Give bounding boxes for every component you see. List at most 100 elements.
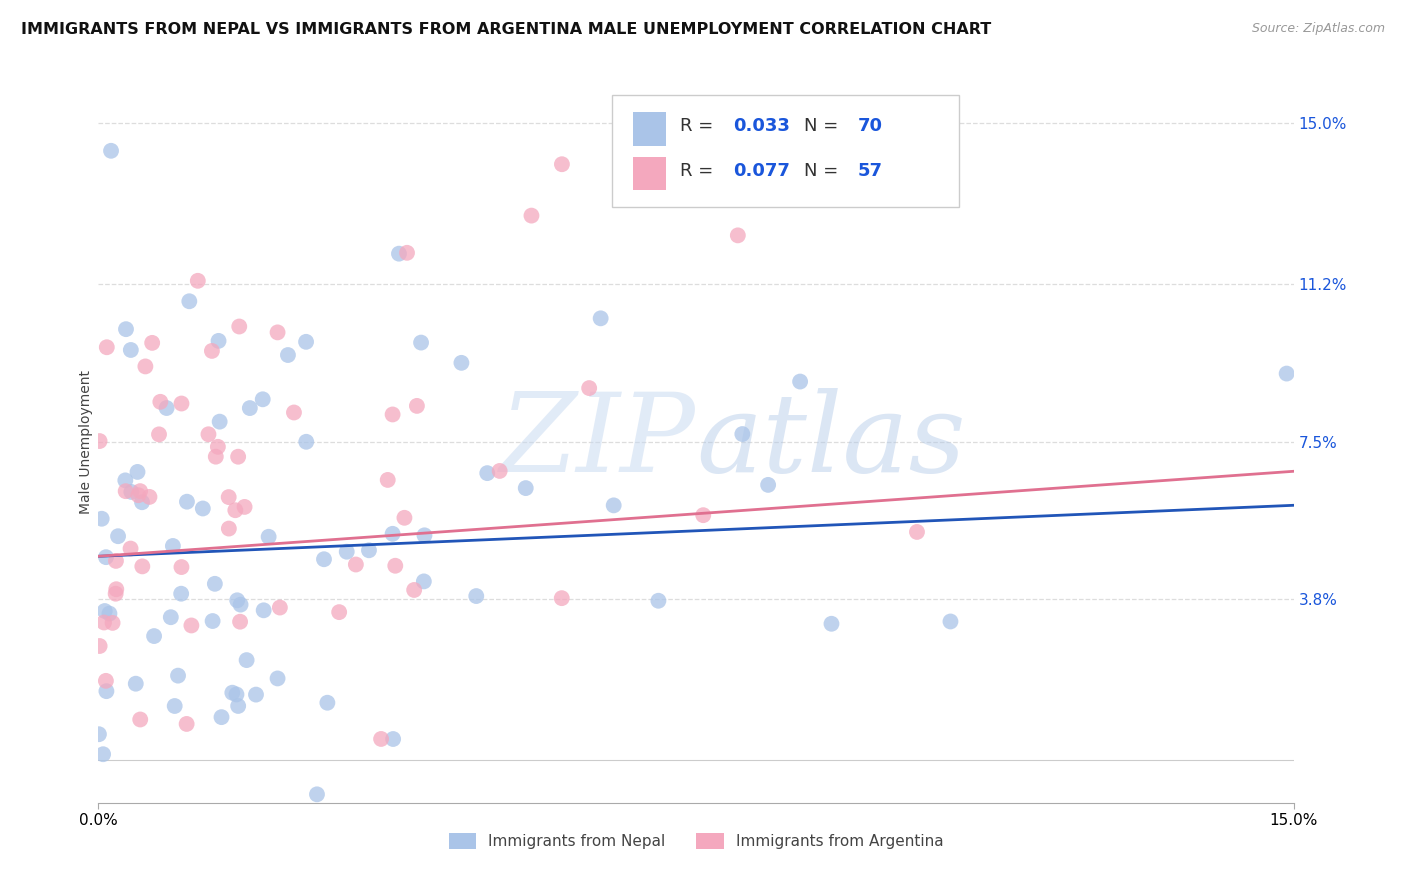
Text: 0.033: 0.033: [733, 117, 790, 135]
Text: ZIP: ZIP: [501, 388, 696, 495]
Point: [226, 593, 249, 607]
Point: [328, 605, 350, 619]
Point: [115, 322, 138, 336]
Point: [252, 392, 274, 407]
Point: [104, 587, 127, 601]
Point: [87, 727, 110, 741]
Point: [409, 335, 432, 350]
Point: [207, 440, 229, 454]
Point: [357, 543, 380, 558]
Legend: Immigrants from Nepal, Immigrants from Argentina: Immigrants from Nepal, Immigrants from A…: [441, 825, 950, 856]
Point: [692, 508, 714, 523]
Point: [176, 717, 198, 731]
Point: [218, 490, 240, 504]
Point: [295, 434, 318, 449]
Point: [176, 494, 198, 508]
Point: [578, 381, 600, 395]
Point: [226, 698, 249, 713]
Point: [939, 615, 962, 629]
Point: [221, 686, 243, 700]
Point: [727, 228, 749, 243]
Point: [104, 554, 127, 568]
Point: [170, 587, 193, 601]
Point: [197, 427, 219, 442]
Point: [277, 348, 299, 362]
Point: [93, 604, 115, 618]
FancyBboxPatch shape: [633, 112, 666, 145]
Point: [131, 495, 153, 509]
Text: R =: R =: [681, 117, 720, 135]
Point: [756, 478, 779, 492]
Point: [98, 607, 121, 621]
Point: [388, 246, 411, 260]
Point: [120, 541, 142, 556]
Point: [1275, 367, 1298, 381]
Point: [90, 512, 112, 526]
Point: [127, 488, 149, 502]
Point: [551, 157, 574, 171]
Point: [141, 335, 163, 350]
Point: [180, 618, 202, 632]
Point: [450, 356, 472, 370]
Point: [229, 615, 252, 629]
Point: [91, 747, 114, 762]
Point: [149, 394, 172, 409]
Point: [316, 696, 339, 710]
Point: [179, 294, 201, 309]
Point: [134, 359, 156, 374]
Point: [207, 334, 229, 348]
Point: [125, 676, 148, 690]
Point: [336, 545, 359, 559]
Point: [269, 600, 291, 615]
Point: [170, 396, 193, 410]
Point: [257, 530, 280, 544]
Point: [235, 653, 257, 667]
Point: [131, 559, 153, 574]
Point: [201, 343, 224, 358]
Point: [731, 427, 754, 442]
Point: [520, 209, 543, 223]
Point: [127, 465, 149, 479]
Point: [477, 466, 499, 480]
Point: [395, 245, 418, 260]
Point: [233, 500, 256, 514]
Point: [551, 591, 574, 606]
Y-axis label: Male Unemployment: Male Unemployment: [79, 369, 93, 514]
FancyBboxPatch shape: [613, 95, 959, 207]
Point: [283, 405, 305, 419]
Point: [107, 529, 129, 543]
Point: [170, 560, 193, 574]
Point: [465, 589, 488, 603]
Point: [159, 610, 181, 624]
Point: [647, 593, 669, 607]
Point: [211, 710, 233, 724]
Point: [239, 401, 262, 415]
Text: R =: R =: [681, 161, 720, 179]
Point: [89, 434, 111, 448]
Point: [266, 326, 288, 340]
Point: [114, 474, 136, 488]
Point: [820, 616, 842, 631]
Point: [905, 524, 928, 539]
Point: [94, 550, 117, 565]
Point: [114, 484, 136, 499]
Point: [377, 473, 399, 487]
Point: [218, 522, 240, 536]
Point: [89, 639, 111, 653]
Point: [413, 528, 436, 542]
Point: [96, 340, 118, 354]
Point: [120, 343, 142, 357]
Point: [105, 582, 128, 597]
Point: [93, 615, 115, 630]
Point: [155, 401, 177, 415]
Text: Source: ZipAtlas.com: Source: ZipAtlas.com: [1251, 22, 1385, 36]
Point: [404, 582, 426, 597]
Point: [228, 319, 250, 334]
Point: [148, 427, 170, 442]
Point: [101, 615, 124, 630]
Point: [370, 731, 392, 746]
Point: [381, 408, 404, 422]
Point: [129, 484, 152, 499]
Point: [226, 450, 249, 464]
Point: [381, 526, 404, 541]
